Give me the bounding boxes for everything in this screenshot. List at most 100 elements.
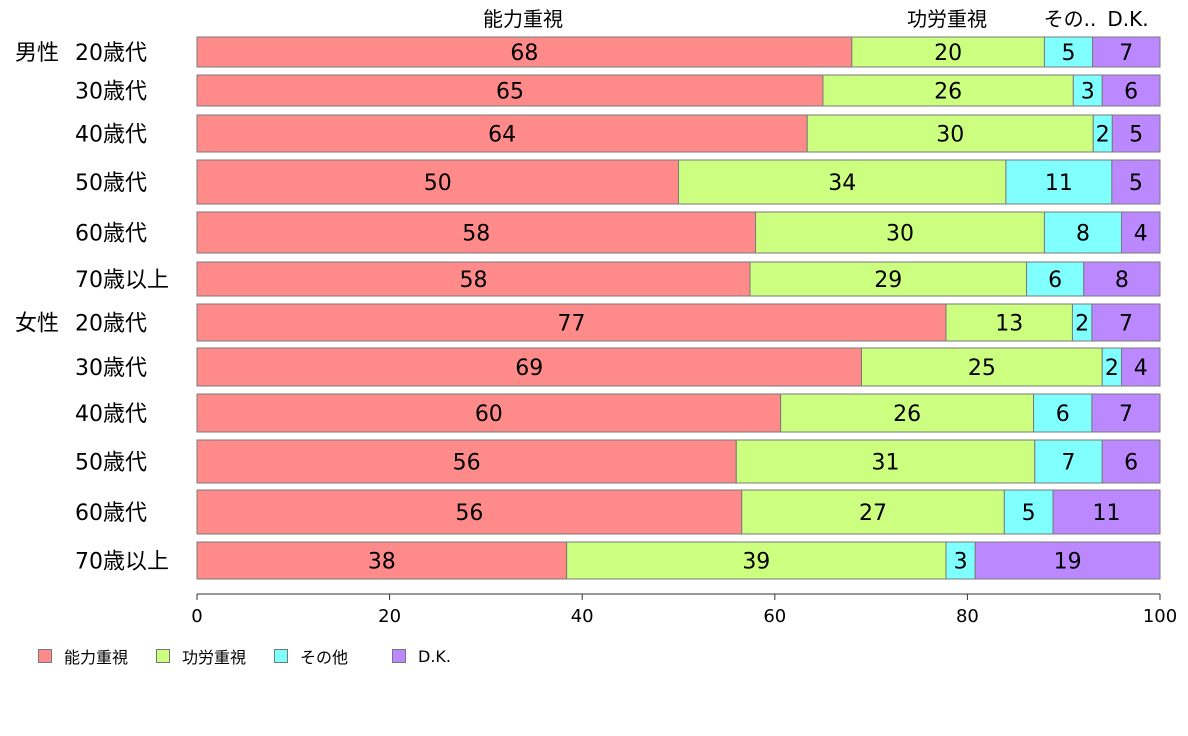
bar-segment-r2-s1 bbox=[806, 114, 1094, 153]
value-label-r4-s1: 30 bbox=[886, 222, 914, 247]
value-label-r1-s3: 6 bbox=[1124, 80, 1138, 105]
legend-label-merit: 功労重視 bbox=[182, 648, 247, 667]
bar-segment-r1-s1 bbox=[822, 74, 1074, 107]
value-label-r11-s2: 3 bbox=[954, 550, 968, 575]
value-label-r2-s3: 5 bbox=[1129, 123, 1143, 148]
value-label-r7-s3: 4 bbox=[1134, 356, 1148, 381]
bar-segments bbox=[196, 36, 1161, 580]
bar-segment-r8-s2 bbox=[1033, 393, 1093, 433]
value-label-r7-s0: 69 bbox=[515, 356, 543, 381]
bar-segment-r8-s0 bbox=[196, 393, 782, 433]
bar-segment-r2-s0 bbox=[196, 114, 808, 153]
value-label-r3-s0: 50 bbox=[424, 171, 452, 196]
group-label-0: 男性 bbox=[15, 41, 59, 66]
bar-segment-r3-s2 bbox=[1005, 159, 1113, 205]
bar-segment-r1-s2 bbox=[1072, 74, 1103, 107]
value-label-r0-s0: 68 bbox=[510, 41, 538, 66]
bar-segment-r1-s0 bbox=[196, 74, 824, 107]
bar-segment-r6-s1 bbox=[945, 303, 1073, 342]
bar-segment-r8-s3 bbox=[1091, 393, 1161, 433]
value-label-r5-s3: 8 bbox=[1115, 268, 1129, 293]
legend-item-dk: D.K. bbox=[392, 647, 451, 666]
bar-segment-r5-s2 bbox=[1026, 261, 1085, 297]
row-label-3: 50歳代 bbox=[75, 171, 147, 196]
row-labels: 20歳代 30歳代 40歳代 50歳代 60歳代 70歳以上 20歳代 30歳代 40歳代 50歳… bbox=[15, 41, 169, 575]
value-label-r6-s0: 77 bbox=[558, 312, 586, 337]
value-label-r7-s2: 2 bbox=[1105, 356, 1119, 381]
bar-segment-r4-s2 bbox=[1043, 211, 1122, 254]
legend-label-other: その他 bbox=[300, 648, 349, 667]
value-label-r3-s2: 11 bbox=[1045, 171, 1073, 196]
value-label-r11-s0: 38 bbox=[368, 550, 396, 575]
legend-item-other: その他 bbox=[274, 644, 392, 668]
value-label-r5-s1: 29 bbox=[874, 268, 902, 293]
value-label-r10-s3: 11 bbox=[1093, 501, 1121, 526]
x-tick-label-3: 60 bbox=[763, 606, 786, 627]
bar-segment-r4-s3 bbox=[1120, 211, 1161, 254]
value-label-r8-s1: 26 bbox=[893, 402, 921, 427]
bar-segment-r2-s3 bbox=[1111, 114, 1161, 153]
value-label-r4-s2: 8 bbox=[1076, 222, 1090, 247]
row-label-6: 20歳代 bbox=[75, 312, 147, 337]
bar-segment-r10-s3 bbox=[1052, 489, 1161, 535]
value-label-r9-s1: 31 bbox=[872, 451, 900, 476]
row-label-10: 60歳代 bbox=[75, 501, 147, 526]
value-label-r2-s1: 30 bbox=[936, 123, 964, 148]
value-label-r2-s2: 2 bbox=[1096, 123, 1110, 148]
row-label-2: 40歳代 bbox=[75, 123, 147, 148]
bar-segment-r9-s0 bbox=[196, 439, 737, 484]
row-label-1: 30歳代 bbox=[75, 80, 147, 105]
bar-segment-r4-s1 bbox=[755, 211, 1045, 254]
value-label-r1-s0: 65 bbox=[496, 80, 524, 105]
value-labels: 68 20 5 765 26 3 664 30 2 550 34 11 558 30 8 458 29 6 877 1… bbox=[368, 41, 1148, 575]
value-label-r1-s2: 3 bbox=[1081, 80, 1095, 105]
value-label-r0-s3: 7 bbox=[1119, 41, 1133, 66]
x-tick-label-2: 40 bbox=[571, 606, 594, 627]
value-label-r7-s1: 25 bbox=[968, 356, 996, 381]
value-label-r0-s2: 5 bbox=[1062, 41, 1076, 66]
bar-segment-r0-s3 bbox=[1092, 36, 1161, 68]
legend-item-ability: 能力重視 bbox=[38, 644, 156, 668]
bar-segment-r9-s1 bbox=[735, 439, 1036, 484]
value-label-r4-s0: 58 bbox=[462, 222, 490, 247]
bar-segment-r10-s0 bbox=[196, 489, 743, 535]
bar-segment-r3-s0 bbox=[196, 159, 679, 205]
bar-segment-r4-s0 bbox=[196, 211, 757, 254]
value-label-r5-s2: 6 bbox=[1048, 268, 1062, 293]
value-label-r3-s3: 5 bbox=[1129, 171, 1143, 196]
bar-segment-r6-s0 bbox=[196, 303, 947, 342]
value-label-r10-s1: 27 bbox=[859, 501, 887, 526]
row-label-4: 60歳代 bbox=[75, 222, 147, 247]
legend-swatch-merit bbox=[156, 649, 170, 663]
legend-swatch-other bbox=[274, 649, 288, 663]
bar-segment-r10-s1 bbox=[741, 489, 1005, 535]
bar-segment-r10-s2 bbox=[1003, 489, 1054, 535]
legend-swatch-ability bbox=[38, 649, 52, 663]
value-label-r1-s1: 26 bbox=[934, 80, 962, 105]
bar-segment-r5-s1 bbox=[749, 261, 1028, 297]
bar-segment-r6-s3 bbox=[1091, 303, 1161, 342]
bar-segment-r11-s3 bbox=[974, 541, 1161, 580]
bar-segment-r5-s3 bbox=[1083, 261, 1161, 297]
row-label-9: 50歳代 bbox=[75, 451, 147, 476]
x-tick-label-0: 0 bbox=[191, 606, 202, 627]
top-label-3: D.K. bbox=[1107, 7, 1148, 31]
legend-swatch-dk bbox=[392, 649, 406, 663]
value-label-r9-s2: 7 bbox=[1062, 451, 1076, 476]
bar-segment-r11-s1 bbox=[566, 541, 947, 580]
legend-label-ability: 能力重視 bbox=[64, 648, 129, 667]
bar-segment-r9-s3 bbox=[1101, 439, 1161, 484]
value-label-r8-s0: 60 bbox=[475, 402, 503, 427]
top-label-1: 功労重視 bbox=[907, 7, 987, 31]
row-label-7: 30歳代 bbox=[75, 356, 147, 381]
row-label-5: 70歳以上 bbox=[75, 268, 169, 293]
value-label-r6-s3: 7 bbox=[1119, 312, 1133, 337]
legend-item-merit: 功労重視 bbox=[156, 644, 274, 668]
value-label-r0-s1: 20 bbox=[934, 41, 962, 66]
value-label-r9-s0: 56 bbox=[453, 451, 481, 476]
legend-label-dk: D.K. bbox=[418, 646, 451, 666]
legend: 能力重視 功労重視 その他 D.K. bbox=[38, 644, 451, 668]
x-tick-label-4: 80 bbox=[956, 606, 979, 627]
